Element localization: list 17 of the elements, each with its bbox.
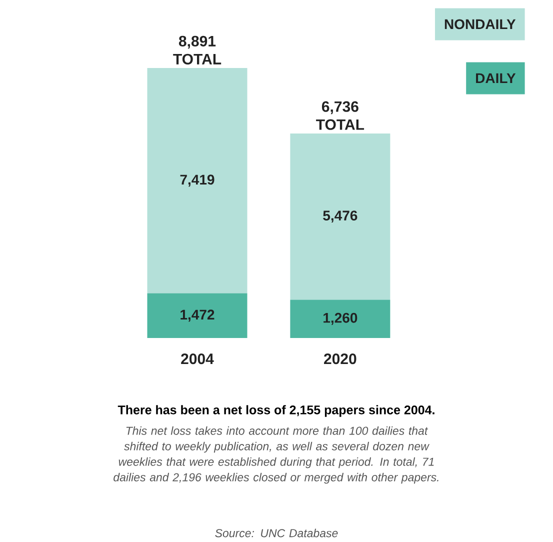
bar (147, 293, 248, 338)
text: DAILY (476, 73, 516, 84)
x-tick-label: 2004 (181, 354, 214, 364)
source-note: Source: UNC Database (215, 528, 338, 538)
data-label: 1,472 (180, 310, 214, 322)
x-tick-label: 2020 (324, 354, 356, 364)
text: There has been a net loss of 2,155 papers since 2004. (118, 405, 434, 417)
bar (290, 300, 390, 338)
text: This net loss takes into account more than 100 dailies that shifted to weekly publication, as well as several dozen new weeklies that were established during that period. In total, 71 dailies and 2,196 weeklies closed or merged with other papers. (114, 426, 438, 484)
data-label: 7,419 (180, 174, 214, 187)
data-label: 1,260 (324, 312, 358, 325)
data-label: 5,476 (323, 210, 358, 223)
total-label: 6,736 TOTAL (316, 101, 364, 130)
text: NONDAILY (444, 19, 516, 30)
bar (147, 68, 248, 294)
bar (290, 133, 390, 300)
total-label: 8,891 TOTAL (173, 36, 222, 64)
